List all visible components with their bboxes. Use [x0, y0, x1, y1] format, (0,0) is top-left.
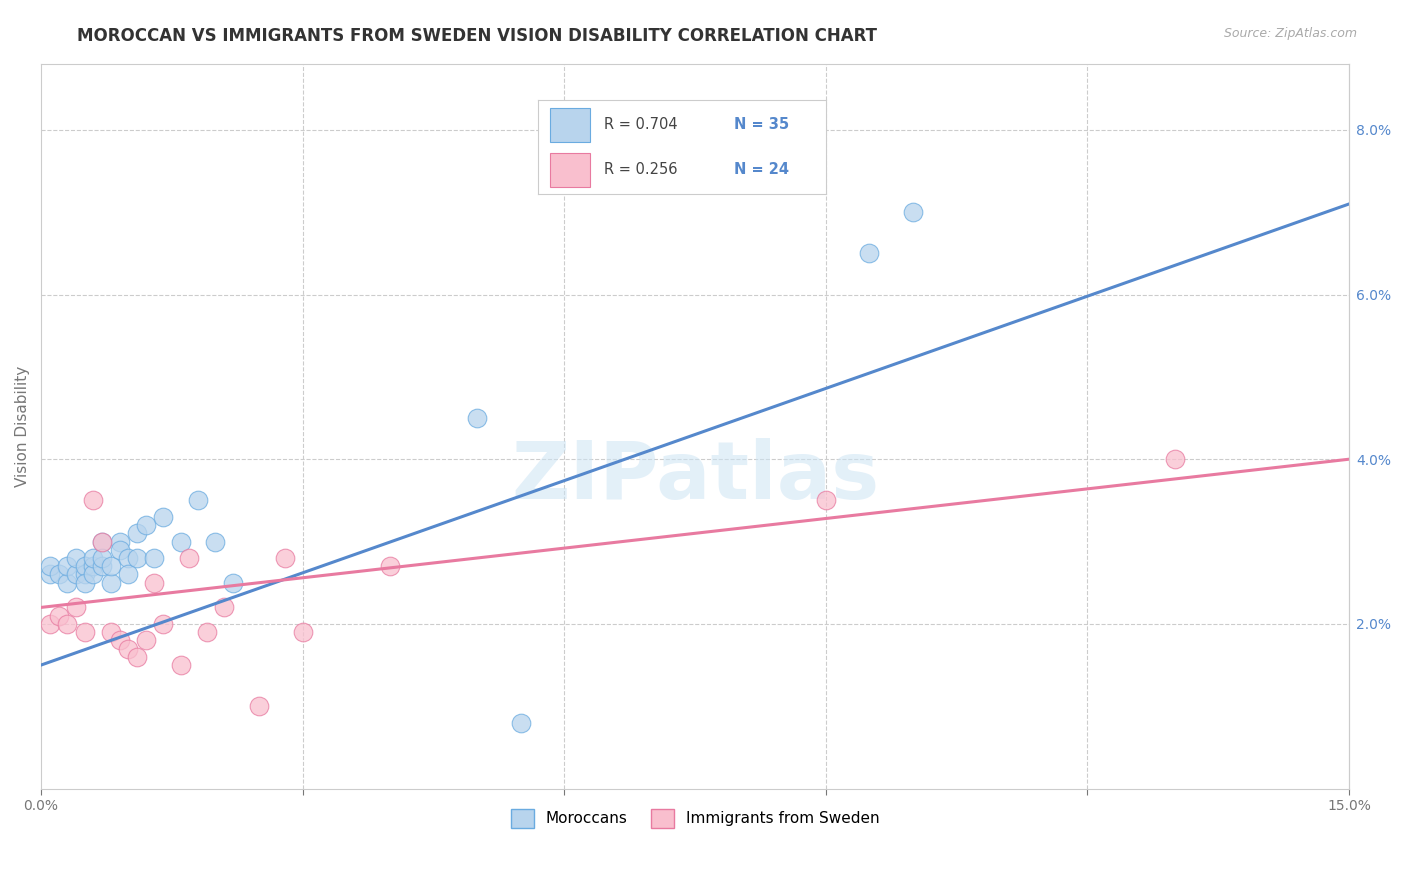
Point: [291, 625, 314, 640]
Point: [212, 600, 235, 615]
Point: [125, 551, 148, 566]
Point: [48, 608, 70, 623]
Point: [143, 575, 166, 590]
Point: [65, 600, 87, 615]
Point: [73, 567, 96, 582]
Point: [91, 534, 114, 549]
Point: [100, 559, 122, 574]
Text: Source: ZipAtlas.com: Source: ZipAtlas.com: [1223, 27, 1357, 40]
Point: [152, 616, 174, 631]
Point: [1163, 452, 1185, 467]
Point: [135, 633, 157, 648]
Point: [169, 658, 191, 673]
Point: [222, 575, 245, 590]
Point: [73, 575, 96, 590]
Point: [91, 551, 114, 566]
Point: [82, 551, 104, 566]
Point: [108, 542, 131, 557]
Point: [901, 205, 924, 219]
Point: [100, 575, 122, 590]
Point: [65, 551, 87, 566]
Point: [247, 699, 270, 714]
Point: [858, 246, 880, 260]
Point: [91, 534, 114, 549]
Point: [108, 534, 131, 549]
Point: [378, 559, 401, 574]
Point: [509, 715, 531, 730]
Point: [56, 575, 79, 590]
Point: [91, 559, 114, 574]
Point: [274, 551, 297, 566]
Point: [152, 509, 174, 524]
Point: [117, 567, 139, 582]
Point: [204, 534, 226, 549]
Point: [73, 625, 96, 640]
Point: [65, 567, 87, 582]
Point: [56, 616, 79, 631]
Point: [117, 641, 139, 656]
Point: [135, 518, 157, 533]
Point: [108, 633, 131, 648]
Point: [187, 493, 209, 508]
Point: [56, 559, 79, 574]
Point: [169, 534, 191, 549]
Text: MOROCCAN VS IMMIGRANTS FROM SWEDEN VISION DISABILITY CORRELATION CHART: MOROCCAN VS IMMIGRANTS FROM SWEDEN VISIO…: [77, 27, 877, 45]
Point: [82, 493, 104, 508]
Point: [100, 625, 122, 640]
Point: [38, 616, 60, 631]
Point: [117, 551, 139, 566]
Point: [82, 559, 104, 574]
Point: [82, 567, 104, 582]
Legend: Moroccans, Immigrants from Sweden: Moroccans, Immigrants from Sweden: [503, 801, 887, 835]
Point: [38, 567, 60, 582]
Y-axis label: Vision Disability: Vision Disability: [15, 366, 30, 487]
Point: [195, 625, 218, 640]
Point: [125, 526, 148, 541]
Point: [48, 567, 70, 582]
Point: [73, 559, 96, 574]
Point: [38, 559, 60, 574]
Point: [143, 551, 166, 566]
Text: ZIPatlas: ZIPatlas: [510, 438, 879, 516]
Point: [814, 493, 837, 508]
Point: [179, 551, 201, 566]
Point: [465, 411, 488, 425]
Point: [125, 649, 148, 664]
